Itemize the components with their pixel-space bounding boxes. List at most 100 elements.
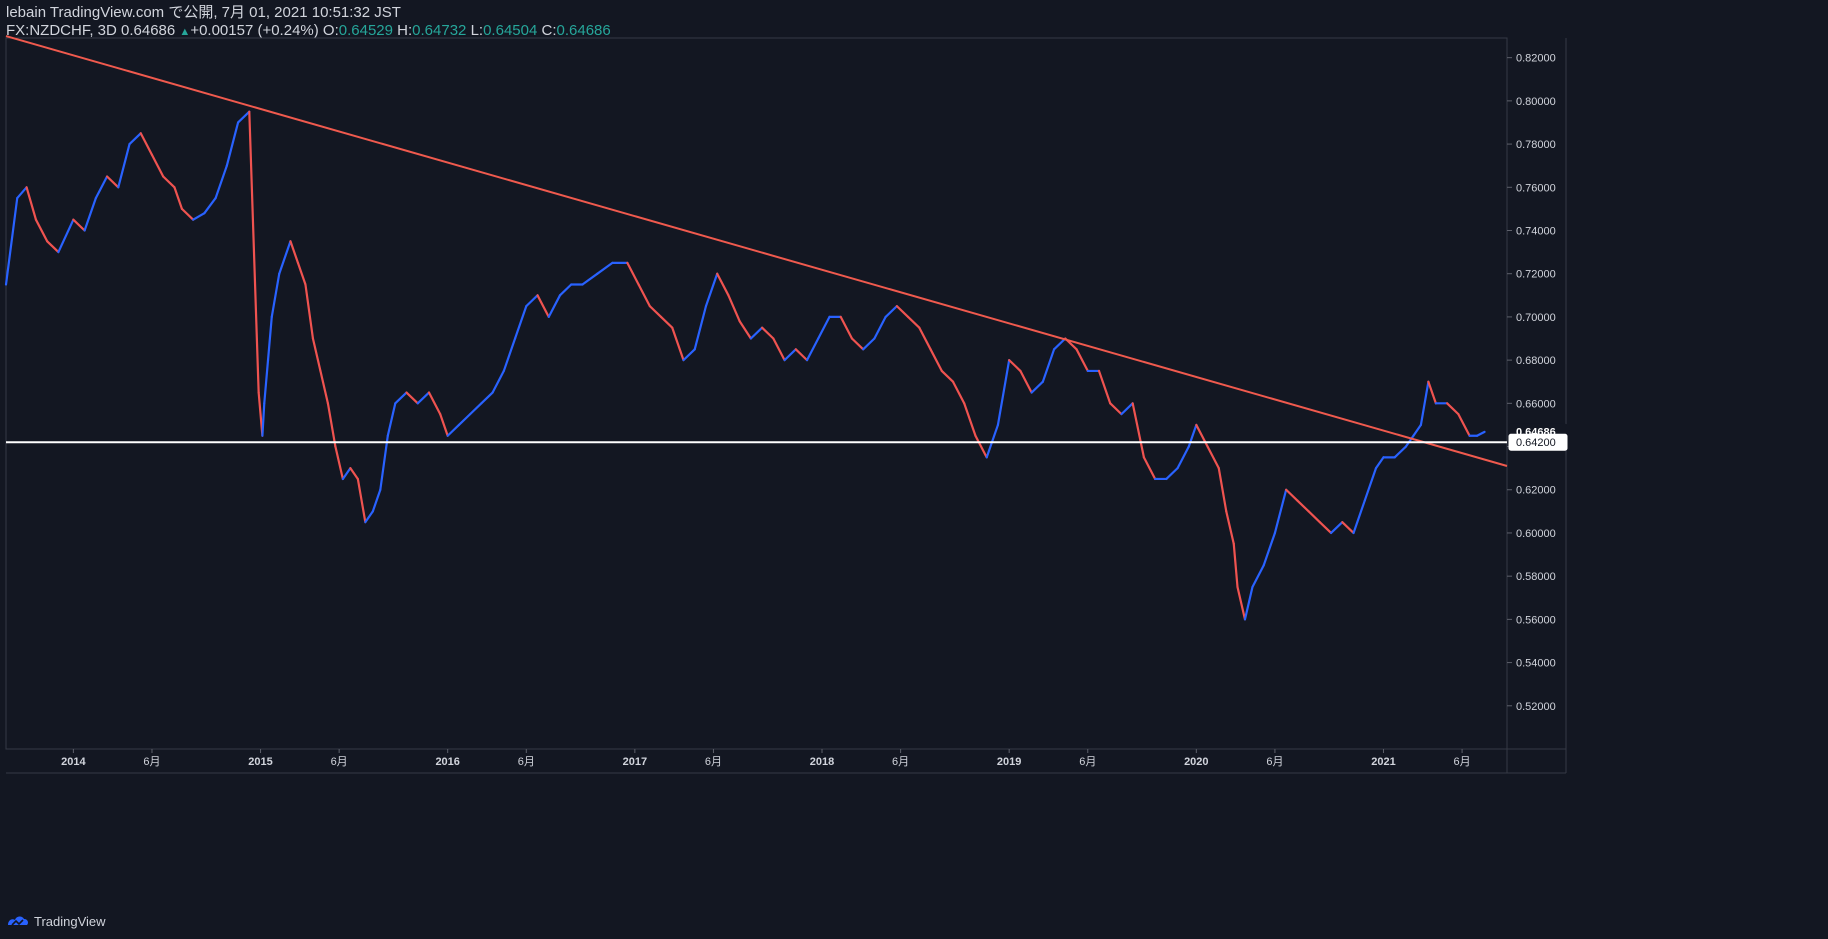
time-tick-label: 6月 <box>518 756 535 768</box>
price-tick-label: 0.80000 <box>1516 96 1556 108</box>
support-price-label: 0.64200 <box>1516 437 1556 449</box>
time-tick-label: 2016 <box>435 756 459 768</box>
price-segment <box>248 110 260 394</box>
price-segment <box>502 337 517 373</box>
publish-info: lebain TradingView.com で公開, 7月 01, 2021 … <box>6 4 401 21</box>
price-segment <box>929 348 943 373</box>
price-axis[interactable]: 0.82000 0.80000 0.78000 0.76000 0.74000 0.720… <box>1507 53 1556 713</box>
price-tick-label: 0.76000 <box>1516 182 1556 194</box>
price-segment <box>659 315 674 329</box>
price-segment <box>1393 445 1408 459</box>
price-tick-label: 0.54000 <box>1516 658 1556 670</box>
price-segment <box>319 369 330 405</box>
price-tick-label: 0.72000 <box>1516 269 1556 281</box>
price-segment <box>682 348 696 362</box>
plot-area <box>5 37 1508 750</box>
price-segment <box>439 413 449 437</box>
price-segment <box>278 240 292 275</box>
drawings[interactable] <box>5 35 1508 467</box>
price-tick-label: 0.58000 <box>1516 571 1556 583</box>
price-segment <box>364 510 374 524</box>
price-series <box>4 110 1486 621</box>
price-segment <box>446 423 461 437</box>
time-tick-label: 2018 <box>810 756 834 768</box>
price-segment <box>1363 467 1378 502</box>
price-segment <box>985 423 1000 459</box>
time-tick-label: 6月 <box>331 756 348 768</box>
price-segment <box>1374 456 1385 470</box>
price-tick-label: 0.66000 <box>1516 398 1556 410</box>
price-segment <box>214 164 228 200</box>
price-segment <box>296 261 307 286</box>
price-segment <box>596 261 614 275</box>
price-segment <box>139 132 154 156</box>
price-segment <box>996 359 1011 427</box>
time-tick-label: 6月 <box>1079 756 1096 768</box>
price-segment <box>427 391 442 416</box>
close-label: C: <box>541 22 557 39</box>
ohlc-legend: FX:NZDCHF, 3D 0.64686 ▲+0.00157 (+0.24%)… <box>6 22 1506 41</box>
price-segment <box>1341 521 1355 535</box>
price-tick-label: 0.68000 <box>1516 355 1556 367</box>
open-value: 0.64529 <box>338 22 393 39</box>
price-segment <box>1285 488 1299 502</box>
price-segment <box>150 153 165 178</box>
time-tick-label: 2020 <box>1184 756 1208 768</box>
price-segment <box>173 186 184 210</box>
price-segment <box>738 320 752 340</box>
high-label: H: <box>397 22 413 39</box>
price-segment <box>289 240 300 265</box>
price-segment <box>794 348 809 362</box>
time-tick-label: 6月 <box>705 756 722 768</box>
price-segment <box>1318 521 1333 535</box>
price-tick-label: 0.62000 <box>1516 485 1556 497</box>
price-segment <box>128 132 142 146</box>
price-segment <box>1225 510 1235 545</box>
price-segment <box>405 391 419 405</box>
up-triangle-icon: ▲ <box>179 26 191 38</box>
price-segment <box>1329 521 1344 535</box>
price-segment <box>1251 564 1265 589</box>
price-segment <box>648 305 663 319</box>
price-segment <box>671 326 685 362</box>
price-segment <box>963 402 977 437</box>
price-segment <box>356 477 367 524</box>
low-value: 0.64504 <box>483 22 538 39</box>
price-segment <box>704 272 719 308</box>
time-axis[interactable]: 2014 6月 2015 6月 2016 6月 2017 6月 2018 6月 2019 6月 2020… <box>61 749 1471 768</box>
time-tick-label: 6月 <box>1454 756 1471 768</box>
price-segment <box>1243 585 1254 621</box>
price-segment <box>1412 423 1423 437</box>
price-segment <box>850 337 865 351</box>
price-segment <box>1232 542 1239 589</box>
chart-header: lebain TradingView.com で公開, 7月 01, 2021 … <box>6 4 1506 41</box>
trend-line[interactable] <box>5 35 1508 467</box>
price-segment <box>940 369 955 383</box>
price-segment <box>72 218 86 232</box>
time-tick-label: 6月 <box>892 756 909 768</box>
price-segment <box>1404 434 1415 448</box>
price-segment <box>1165 467 1179 481</box>
price-segment <box>513 305 528 340</box>
price-segment <box>1427 380 1437 405</box>
price-segment <box>1041 348 1056 383</box>
price-segment <box>34 218 49 243</box>
price-segment <box>311 337 322 373</box>
price-segment <box>839 315 854 340</box>
high-value: 0.64732 <box>412 22 467 39</box>
tradingview-brand[interactable]: TradingView <box>34 913 106 929</box>
price-segment <box>1446 402 1460 416</box>
price-segment <box>236 110 251 124</box>
price-tick-label: 0.56000 <box>1516 614 1556 626</box>
price-segment <box>895 305 910 319</box>
price-segment <box>371 488 382 513</box>
price-segment <box>626 261 640 286</box>
chart-frame <box>5 37 1567 774</box>
price-segment <box>192 212 206 221</box>
price-segment <box>1457 413 1471 437</box>
price-segment <box>1419 380 1430 427</box>
symbol-name[interactable]: FX:NZDCHF, 3D <box>6 22 117 39</box>
price-segment <box>16 186 28 200</box>
price-tick-label: 0.78000 <box>1516 139 1556 151</box>
